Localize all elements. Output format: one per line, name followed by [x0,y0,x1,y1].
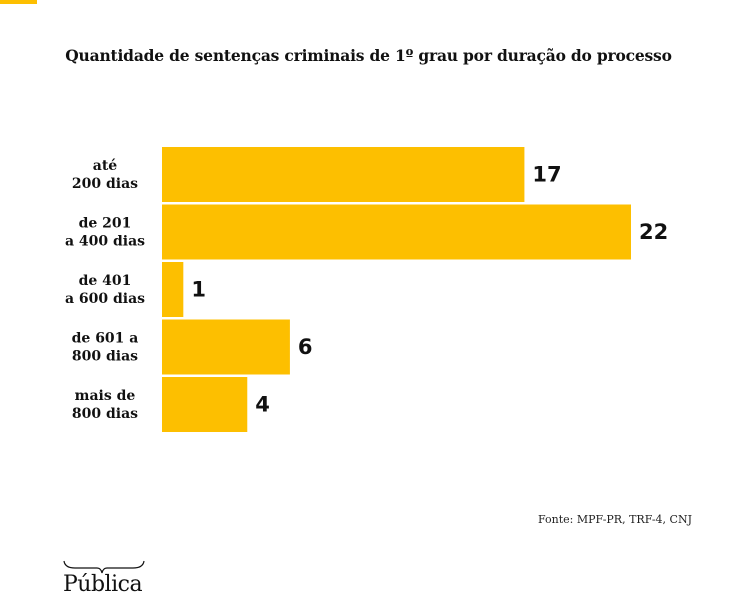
publica-logo: Pública [63,572,143,597]
category-label-2: de 401 a 600 dias [65,273,145,307]
category-label-3: de 601 a 800 dias [72,331,139,365]
bar-4 [162,377,248,432]
category-label-4: mais de 800 dias [72,388,138,422]
value-label-4: 4 [255,393,270,417]
bar-3 [162,319,290,375]
value-label-0: 17 [532,163,561,187]
value-label-1: 22 [639,220,668,244]
value-label-3: 6 [298,335,313,359]
bar-2 [162,262,184,317]
category-label-0: até 200 dias [72,158,138,192]
bar-0 [162,147,525,202]
category-label-1: de 201 a 400 dias [65,216,145,250]
publica-logo-brace-icon [63,560,145,574]
bar-1 [162,204,631,260]
value-label-2: 1 [191,278,206,302]
chart-title: Quantidade de sentenças criminais de 1º … [65,46,672,65]
source-note: Fonte: MPF-PR, TRF-4, CNJ [538,513,692,526]
accent-corner [0,0,37,4]
